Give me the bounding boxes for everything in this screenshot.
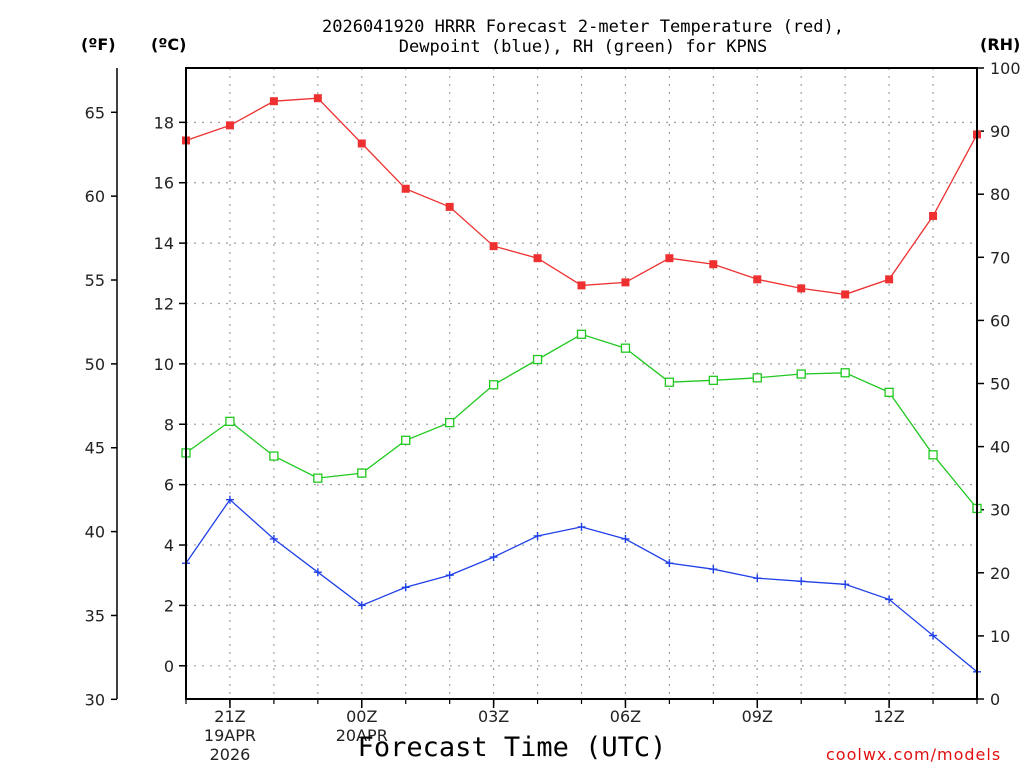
fahrenheit-tick-label: 55 xyxy=(85,271,105,290)
x-axis-label: Forecast Time (UTC) xyxy=(357,732,667,763)
2-meter-temperature-point xyxy=(621,278,630,287)
rh-point xyxy=(225,416,235,427)
rh-point xyxy=(840,368,850,378)
fahrenheit-tick-label: 40 xyxy=(85,523,105,542)
x-tick-label: 00Z xyxy=(346,707,377,726)
rh-point xyxy=(928,450,938,460)
fahrenheit-tick-label: 65 xyxy=(85,103,105,122)
dewpoint-point xyxy=(709,565,718,574)
dewpoint-point xyxy=(313,568,322,577)
celsius-tick-label: 12 xyxy=(154,294,174,313)
x-tick-label: 21Z xyxy=(214,707,245,726)
rh-tick-label: 0 xyxy=(990,690,1000,709)
dewpoint-point xyxy=(357,601,366,610)
dewpoint-point xyxy=(445,571,454,580)
x-tick-label: 12Z xyxy=(873,707,904,726)
rh-point xyxy=(620,343,631,353)
rh-point xyxy=(664,377,675,387)
rh-tick-label: 40 xyxy=(990,438,1010,457)
2-meter-temperature-point xyxy=(445,202,454,211)
fahrenheit-axis-unit: (ºF) xyxy=(81,35,116,54)
dewpoint-point xyxy=(929,631,938,640)
x-tick-label: 2026 xyxy=(210,745,251,764)
dewpoint-point xyxy=(533,531,542,540)
rh-point xyxy=(401,435,411,445)
celsius-axis-unit: (ºC) xyxy=(151,35,187,54)
2-meter-temperature-point xyxy=(225,121,234,130)
fahrenheit-tick-label: 30 xyxy=(85,690,105,709)
rh-tick-label: 50 xyxy=(990,375,1010,394)
2-meter-temperature-point xyxy=(401,184,410,193)
rh-tick-label: 10 xyxy=(990,627,1010,646)
dewpoint-point xyxy=(621,534,630,543)
celsius-tick-label: 2 xyxy=(164,596,174,615)
2-meter-temperature-point xyxy=(665,254,674,263)
rh-point xyxy=(752,373,762,383)
celsius-tick-label: 8 xyxy=(164,415,174,434)
2-meter-temperature-point xyxy=(929,211,938,220)
2-meter-temperature-point xyxy=(577,281,586,290)
rh-tick-label: 20 xyxy=(990,564,1010,583)
x-tick-label: 09Z xyxy=(742,707,773,726)
rh-point xyxy=(488,380,499,390)
chart-title-line-2: Dewpoint (blue), RH (green) for KPNS xyxy=(398,37,768,57)
rh-point xyxy=(796,369,806,379)
2-meter-temperature-point xyxy=(313,94,322,103)
dewpoint-point xyxy=(753,574,762,583)
2-meter-temperature-point xyxy=(357,139,366,148)
celsius-tick-label: 18 xyxy=(154,113,174,132)
2-meter-temperature-point xyxy=(533,254,542,263)
fahrenheit-tick-label: 35 xyxy=(85,606,105,625)
celsius-tick-label: 14 xyxy=(154,234,174,253)
fahrenheit-tick-label: 45 xyxy=(85,439,105,458)
celsius-tick-label: 4 xyxy=(164,536,174,555)
rh-point xyxy=(269,451,279,461)
rh-point xyxy=(313,473,323,483)
rh-point xyxy=(532,354,543,365)
dewpoint-point xyxy=(577,522,586,531)
rh-point xyxy=(445,417,455,428)
2-meter-temperature-point xyxy=(797,284,806,293)
celsius-tick-label: 10 xyxy=(154,355,174,374)
celsius-tick-label: 0 xyxy=(164,657,174,676)
rh-tick-label: 80 xyxy=(990,185,1010,204)
x-tick-label: 19APR xyxy=(204,726,256,745)
celsius-tick-label: 16 xyxy=(154,174,174,193)
dewpoint-point xyxy=(489,553,498,562)
fahrenheit-tick-label: 60 xyxy=(85,187,105,206)
dewpoint-point xyxy=(885,595,894,604)
2-meter-temperature-point xyxy=(269,97,278,106)
rh-point xyxy=(884,387,894,397)
2-meter-temperature-point xyxy=(489,242,498,251)
dewpoint-point xyxy=(269,534,278,543)
dewpoint-point xyxy=(225,495,234,504)
rh-point xyxy=(708,375,718,385)
rh-tick-label: 30 xyxy=(990,501,1010,520)
2-meter-temperature-point xyxy=(709,260,718,269)
rh-point xyxy=(576,329,587,339)
x-tick-label: 06Z xyxy=(610,707,641,726)
chart-title-line-1: 2026041920 HRRR Forecast 2-meter Tempera… xyxy=(322,17,844,37)
2-meter-temperature-point xyxy=(753,275,762,284)
rh-tick-label: 100 xyxy=(990,59,1021,78)
dewpoint-point xyxy=(841,580,850,589)
x-tick-label: 03Z xyxy=(478,707,509,726)
credit-text: coolwx.com/models xyxy=(826,745,1002,764)
plot-frame xyxy=(185,67,978,700)
rh-tick-label: 60 xyxy=(990,311,1010,330)
rh-tick-label: 70 xyxy=(990,248,1010,267)
2-meter-temperature-point xyxy=(841,290,850,299)
dewpoint-point xyxy=(797,577,806,586)
dewpoint-point xyxy=(401,583,410,592)
celsius-tick-label: 6 xyxy=(164,476,174,495)
rh-axis-unit: (RH) xyxy=(980,35,1021,54)
rh-point xyxy=(357,468,367,478)
x-tick-label: 20APR xyxy=(336,726,388,745)
2-meter-temperature-point xyxy=(885,275,894,284)
rh-tick-label: 90 xyxy=(990,122,1010,141)
fahrenheit-tick-label: 50 xyxy=(85,355,105,374)
dewpoint-point xyxy=(665,559,674,568)
